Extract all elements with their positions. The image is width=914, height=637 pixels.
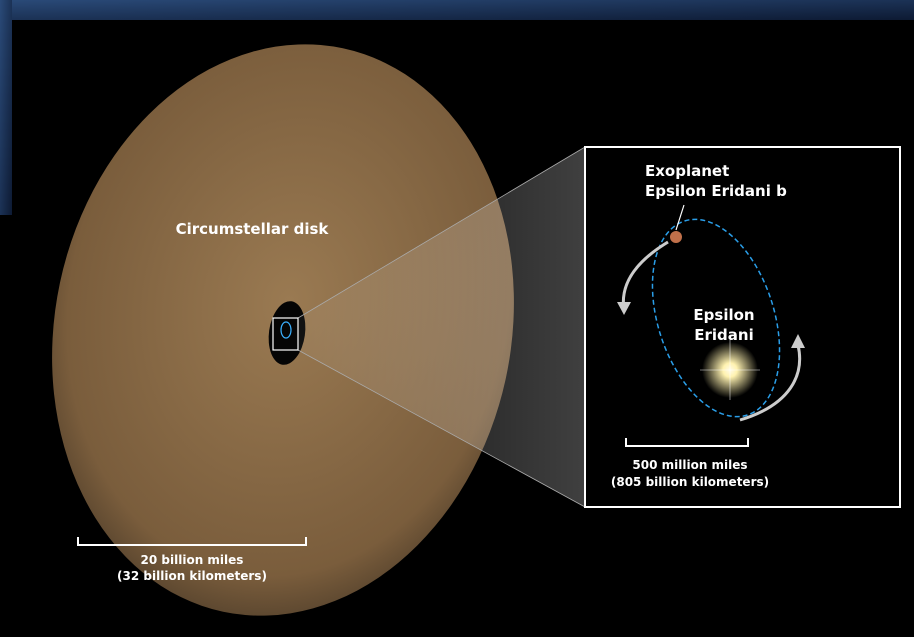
scale-label: 20 billion miles	[141, 553, 244, 567]
space-band	[0, 0, 914, 20]
star-label: Epsilon	[693, 306, 754, 324]
star-label: Eridani	[694, 326, 753, 344]
planet-label: Exoplanet	[645, 162, 729, 180]
illustration: Circumstellar disk 20 billion miles (32 …	[0, 0, 914, 637]
scale-label: 500 million miles	[632, 458, 747, 472]
planet-label: Epsilon Eridani b	[645, 182, 787, 200]
planet	[670, 231, 682, 243]
scale-label: (32 billion kilometers)	[117, 569, 267, 583]
space-band	[0, 0, 12, 215]
disk-label: Circumstellar disk	[176, 220, 330, 238]
scale-label: (805 billion kilometers)	[611, 475, 769, 489]
